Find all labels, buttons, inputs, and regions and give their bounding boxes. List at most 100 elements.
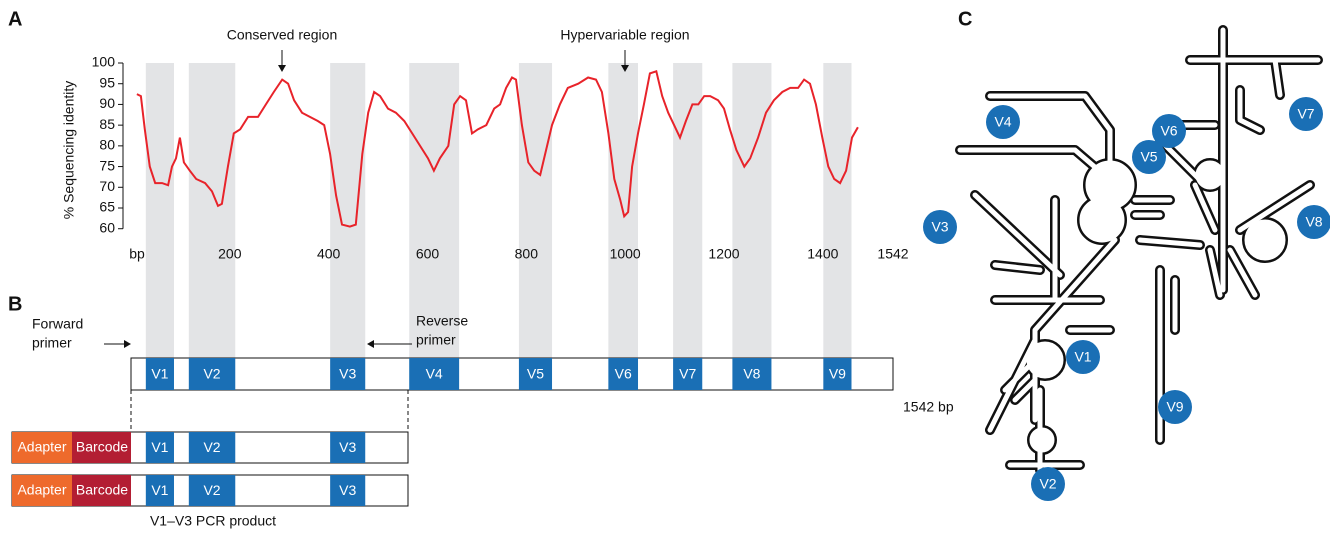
region-badge-label: V6 <box>1160 123 1177 139</box>
y-tick-label: 65 <box>99 199 115 215</box>
adapter-label: Adapter <box>17 439 66 455</box>
region-box <box>732 358 772 390</box>
region-label: V3 <box>339 366 356 382</box>
region-label: V6 <box>615 366 632 382</box>
region-box <box>188 475 236 506</box>
region-box <box>145 358 174 390</box>
barcode-label: Barcode <box>76 482 128 498</box>
region-label: V1 <box>151 439 168 455</box>
primer-label: primer <box>416 332 456 348</box>
barcode-label: Barcode <box>76 439 128 455</box>
region-badge-label: V8 <box>1305 214 1322 230</box>
adapter <box>12 432 72 463</box>
panel-label: A <box>8 8 22 30</box>
gene <box>130 357 894 391</box>
x-tick-label: bp <box>129 246 145 262</box>
region-badge-label: V3 <box>931 219 948 235</box>
x-tick-label: 1542 <box>877 246 908 262</box>
region-label: V1 <box>151 482 168 498</box>
region-label: V8 <box>743 366 760 382</box>
region-badge-label: V2 <box>1039 476 1056 492</box>
region-box <box>409 358 460 390</box>
region-badge-label: V4 <box>994 114 1011 130</box>
region-badge <box>1031 467 1065 501</box>
primer-label: Reverse <box>416 313 468 329</box>
region-box <box>330 432 366 463</box>
region-badge <box>1132 140 1166 174</box>
region-label: V5 <box>527 366 544 382</box>
y-tick-label: 100 <box>92 54 116 70</box>
y-tick-label: 85 <box>99 116 115 132</box>
region-badge <box>1066 340 1100 374</box>
region-badge-label: V1 <box>1074 349 1091 365</box>
adapter-label: Adapter <box>17 482 66 498</box>
arrow-head <box>621 65 629 72</box>
x-tick-label: 1000 <box>610 246 641 262</box>
region-band <box>188 63 236 358</box>
y-tick-label: 75 <box>99 157 115 173</box>
region-band <box>673 63 703 358</box>
y-tick-label: 90 <box>99 95 115 111</box>
region-band <box>518 63 553 358</box>
region-band <box>409 63 460 358</box>
primer-label: Forward <box>32 316 83 332</box>
region-band <box>732 63 772 358</box>
barcode <box>72 475 131 506</box>
region-badge <box>1289 97 1323 131</box>
region-label: V3 <box>339 439 356 455</box>
x-tick-label: 600 <box>416 246 440 262</box>
y-tick-label: 95 <box>99 74 115 90</box>
region-label: V9 <box>829 366 846 382</box>
region-band <box>823 63 852 358</box>
product-label: V1–V3 PCR product <box>150 513 276 529</box>
x-tick-label: 1200 <box>708 246 739 262</box>
region-label: V1 <box>151 366 168 382</box>
region-badge <box>1152 114 1186 148</box>
barcode <box>72 432 131 463</box>
region-label: V2 <box>203 439 220 455</box>
region-badge <box>1158 390 1192 424</box>
panel-label: C <box>958 8 972 30</box>
arrow-head <box>367 340 374 348</box>
region-box <box>518 358 553 390</box>
y-tick-label: 60 <box>99 219 115 235</box>
region-badge <box>923 210 957 244</box>
region-label: V2 <box>203 482 220 498</box>
y-tick-label: 80 <box>99 137 115 153</box>
region-badge-label: V7 <box>1297 106 1314 122</box>
region-badge-label: V5 <box>1140 149 1157 165</box>
x-tick-label: 200 <box>218 246 242 262</box>
arrow-head <box>124 340 131 348</box>
region-box <box>673 358 703 390</box>
region-badge-label: V9 <box>1166 399 1183 415</box>
y-axis-label: % Sequencing identity <box>61 81 77 220</box>
region-badge <box>986 105 1020 139</box>
arrow-head <box>278 65 286 72</box>
region-box <box>823 358 852 390</box>
annotation: Conserved region <box>227 27 338 43</box>
region-box <box>608 358 639 390</box>
region-box <box>188 358 236 390</box>
region-box <box>145 475 174 506</box>
region-label: V3 <box>339 482 356 498</box>
region-label: V2 <box>203 366 220 382</box>
rna-structure <box>955 25 1323 475</box>
primer-label: primer <box>32 335 72 351</box>
region-label: V7 <box>679 366 696 382</box>
x-tick-label: 1400 <box>807 246 838 262</box>
y-tick-label: 70 <box>99 178 115 194</box>
annotation: Hypervariable region <box>560 27 689 43</box>
adapter <box>12 475 72 506</box>
region-box <box>145 432 174 463</box>
region-band <box>330 63 366 358</box>
panel-label: B <box>8 293 22 315</box>
region-box <box>330 475 366 506</box>
region-box <box>188 432 236 463</box>
region-badge <box>1297 205 1330 239</box>
length-label: 1542 bp <box>903 399 954 415</box>
region-label: V4 <box>426 366 443 382</box>
x-tick-label: 400 <box>317 246 341 262</box>
x-tick-label: 800 <box>515 246 539 262</box>
region-band <box>145 63 174 358</box>
